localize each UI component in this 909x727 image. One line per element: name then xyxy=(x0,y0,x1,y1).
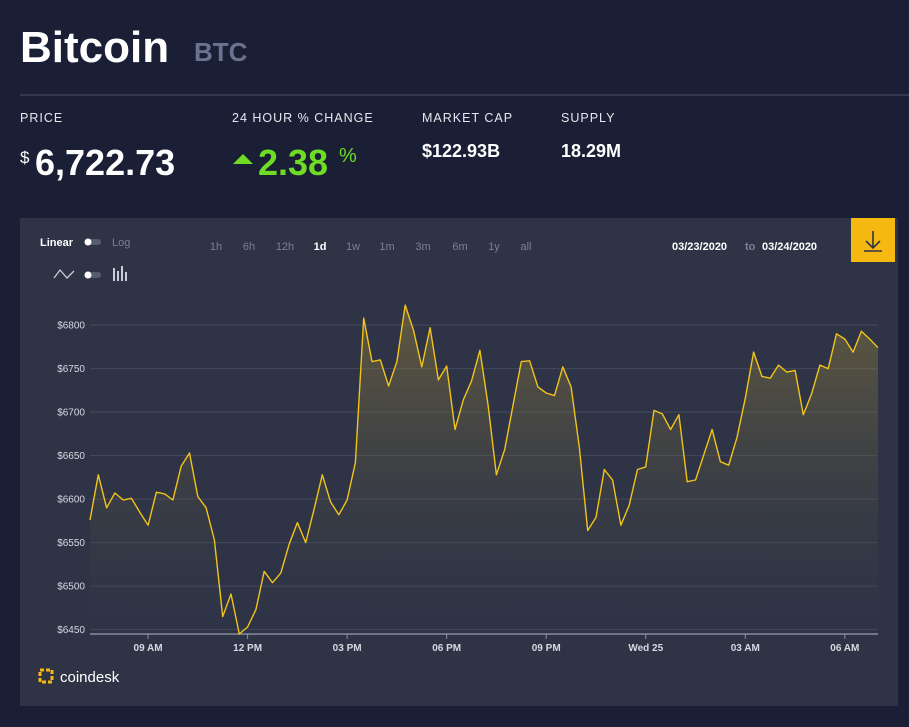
y-tick-label: $6650 xyxy=(57,451,85,462)
range-button[interactable]: 1w xyxy=(346,241,360,253)
range-button[interactable]: 1y xyxy=(488,241,500,253)
range-button[interactable]: 1d xyxy=(314,241,327,253)
market-cap: $122.93B xyxy=(422,141,500,161)
stat-label: SUPPLY xyxy=(561,111,615,125)
y-tick-label: $6750 xyxy=(57,364,85,375)
price: 6,722.73 xyxy=(35,142,175,183)
scale-linear[interactable]: Linear xyxy=(40,237,74,249)
scale-log[interactable]: Log xyxy=(112,237,130,249)
range-button[interactable]: 1m xyxy=(379,241,394,253)
change: 2.38 xyxy=(258,142,328,183)
x-tick-label: 09 PM xyxy=(532,643,561,654)
x-tick-label: 12 PM xyxy=(233,643,262,654)
price-line xyxy=(89,304,879,635)
date-sep: to xyxy=(745,241,756,253)
range-button[interactable]: 1h xyxy=(210,241,222,253)
date-from: 03/23/2020 xyxy=(672,241,727,253)
x-tick-label: 09 AM xyxy=(134,643,163,654)
range-button[interactable]: 6m xyxy=(452,241,467,253)
brand-logo xyxy=(38,668,54,684)
y-tick-label: $6500 xyxy=(57,582,85,593)
y-tick-label: $6800 xyxy=(57,321,85,332)
toggle-knob xyxy=(84,238,92,246)
currency: $ xyxy=(20,148,30,167)
x-tick-label: 03 AM xyxy=(731,643,760,654)
brand: coindesk xyxy=(60,669,120,686)
supply: 18.29M xyxy=(561,141,621,161)
range-button[interactable]: all xyxy=(520,241,531,253)
x-tick-label: 06 PM xyxy=(432,643,461,654)
y-tick-label: $6600 xyxy=(57,495,85,506)
range-button[interactable]: 12h xyxy=(276,241,294,253)
change-unit: % xyxy=(339,145,357,167)
title: Bitcoin xyxy=(20,23,169,72)
y-tick-label: $6550 xyxy=(57,538,85,549)
line-icon[interactable] xyxy=(53,268,75,279)
stat-label: MARKET CAP xyxy=(422,111,513,125)
symbol: BTC xyxy=(194,37,248,67)
toggle-knob xyxy=(84,271,92,279)
up-arrow xyxy=(233,154,253,164)
y-tick-label: $6450 xyxy=(57,625,85,636)
date-to: 03/24/2020 xyxy=(762,241,817,253)
x-tick-label: 03 PM xyxy=(333,643,362,654)
range-button[interactable]: 3m xyxy=(415,241,430,253)
x-tick-label: 06 AM xyxy=(830,643,859,654)
bar-icon[interactable] xyxy=(113,266,127,281)
y-tick-label: $6700 xyxy=(57,408,85,419)
stat-label: 24 HOUR % CHANGE xyxy=(232,111,374,125)
x-tick-label: Wed 25 xyxy=(628,643,663,654)
stat-label: PRICE xyxy=(20,111,63,125)
range-button[interactable]: 6h xyxy=(243,241,255,253)
download-icon xyxy=(864,231,882,252)
